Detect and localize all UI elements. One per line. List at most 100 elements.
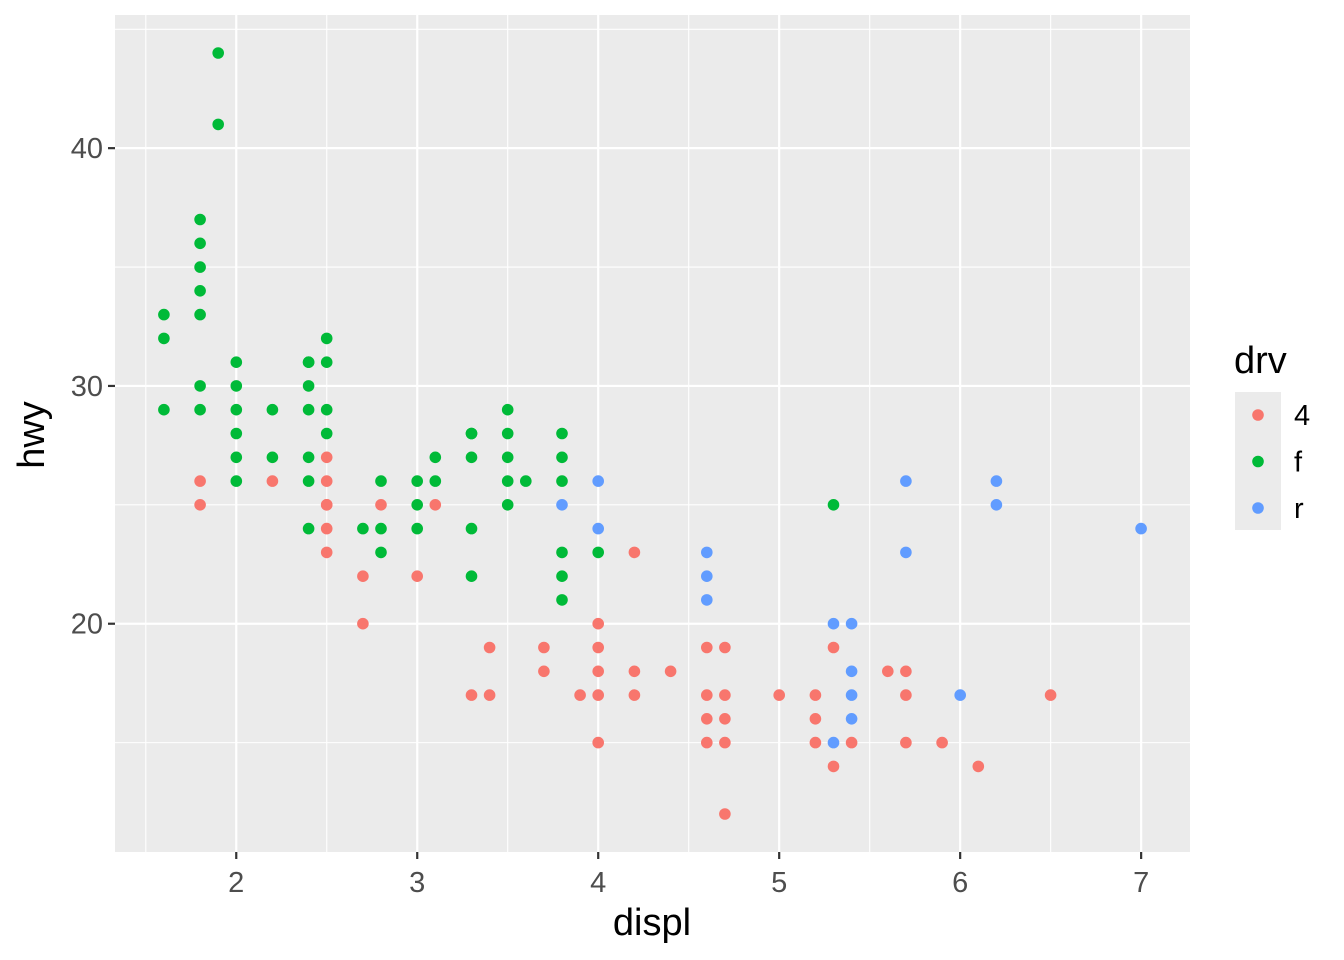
data-point-4: [465, 689, 478, 701]
data-point-f: [194, 308, 206, 321]
data-point-f: [465, 451, 478, 464]
data-point-f: [501, 427, 514, 440]
data-point-f: [302, 522, 315, 535]
data-point-r: [592, 475, 604, 487]
data-point-4: [809, 736, 822, 749]
data-point-f: [230, 451, 243, 464]
legend: drv 4 fr: [1234, 340, 1310, 530]
data-point-f: [194, 261, 206, 273]
data-point-f: [230, 427, 243, 440]
data-point-f: [501, 451, 514, 464]
data-point-r: [845, 713, 858, 725]
data-point-4: [701, 713, 713, 725]
legend-key-r: [1252, 502, 1264, 514]
data-point-f: [592, 546, 604, 559]
data-point-f: [556, 451, 568, 464]
data-point-f: [158, 308, 170, 321]
data-point-f: [320, 332, 333, 345]
data-point-r: [701, 570, 713, 582]
data-point-4: [628, 546, 641, 559]
data-point-f: [375, 475, 387, 487]
y-tick-label: 40: [71, 133, 103, 165]
data-point-4: [357, 617, 369, 630]
data-point-f: [230, 356, 243, 369]
data-point-4: [320, 451, 333, 464]
x-tick-label: 7: [1133, 867, 1149, 899]
data-point-f: [320, 427, 333, 440]
data-point-4: [320, 475, 333, 487]
data-point-r: [592, 522, 604, 535]
data-point-4: [538, 641, 550, 654]
y-tick-label: 20: [71, 609, 103, 641]
data-point-f: [357, 522, 369, 535]
data-point-4: [827, 760, 840, 773]
data-point-f: [302, 475, 315, 487]
grid-minor: [115, 15, 1190, 852]
data-point-f: [827, 499, 840, 511]
x-tick-label: 3: [409, 867, 425, 899]
data-point-4: [194, 499, 206, 511]
data-point-r: [845, 665, 858, 678]
data-point-4: [664, 665, 677, 678]
legend-label-f: f: [1294, 447, 1303, 479]
data-point-f: [556, 475, 568, 487]
data-point-4: [773, 689, 785, 701]
y-axis-ticks: 20 30 40: [71, 133, 115, 641]
data-point-f: [465, 522, 478, 535]
data-point-f: [302, 451, 315, 464]
legend-label-r: r: [1294, 493, 1304, 525]
data-point-4: [483, 641, 496, 654]
data-point-f: [375, 522, 387, 535]
data-point-r: [827, 736, 840, 749]
data-point-f: [411, 499, 424, 511]
data-point-r: [556, 499, 568, 511]
data-point-f: [501, 499, 514, 511]
data-point-f: [556, 570, 568, 582]
legend-label-4: 4: [1294, 400, 1310, 432]
data-point-4: [357, 570, 369, 582]
data-point-r: [900, 546, 912, 559]
data-point-f: [194, 237, 206, 250]
data-point-f: [266, 403, 279, 416]
data-points: [158, 47, 1147, 820]
data-point-f: [230, 380, 243, 392]
data-point-4: [592, 617, 604, 630]
data-point-4: [320, 546, 333, 559]
data-point-f: [158, 403, 170, 416]
data-point-r: [1135, 522, 1147, 535]
data-point-r: [701, 546, 713, 559]
data-point-4: [429, 499, 442, 511]
data-point-f: [556, 594, 568, 606]
data-point-r: [900, 475, 912, 487]
data-point-4: [592, 641, 604, 654]
data-point-4: [266, 475, 279, 487]
data-point-4: [574, 689, 586, 701]
data-point-f: [194, 213, 206, 226]
x-axis-ticks: 2 3 4 5 6 7: [228, 852, 1149, 899]
data-point-4: [592, 736, 604, 749]
data-point-f: [230, 475, 243, 487]
data-point-4: [592, 689, 604, 701]
data-point-f: [375, 546, 387, 559]
data-point-4: [1044, 689, 1057, 701]
data-point-f: [520, 475, 532, 487]
data-point-4: [194, 475, 206, 487]
data-point-4: [628, 665, 641, 678]
data-point-4: [809, 713, 822, 725]
data-point-r: [954, 689, 966, 701]
x-axis-title: displ: [613, 902, 691, 944]
data-point-4: [845, 736, 858, 749]
data-point-f: [429, 451, 442, 464]
data-point-f: [158, 332, 170, 345]
data-point-4: [900, 689, 912, 701]
data-point-f: [194, 380, 206, 392]
data-point-r: [990, 475, 1003, 487]
data-point-f: [320, 403, 333, 416]
data-point-4: [827, 641, 840, 654]
data-point-f: [501, 475, 514, 487]
plot-panel: [115, 15, 1190, 852]
grid-major: [115, 15, 1190, 852]
data-point-4: [900, 736, 912, 749]
data-point-r: [845, 689, 858, 701]
